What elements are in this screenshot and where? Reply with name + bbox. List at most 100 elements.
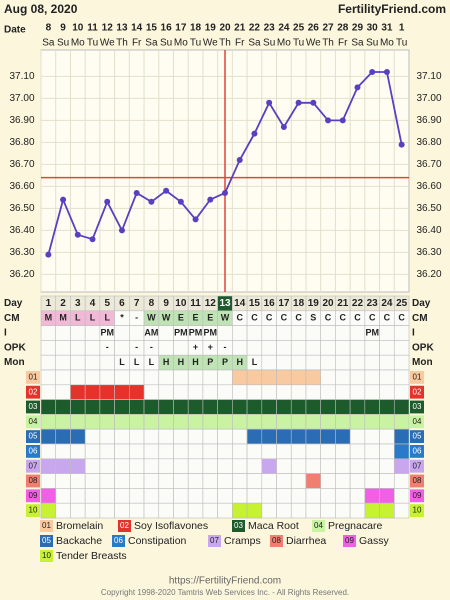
code-box-right <box>410 400 424 414</box>
cell <box>305 354 321 371</box>
temperature-point <box>163 187 170 194</box>
symptom-cell <box>143 414 160 430</box>
cell <box>335 384 351 400</box>
symptom-cell <box>158 399 174 415</box>
cell <box>114 369 130 386</box>
symptom-cell <box>40 488 57 504</box>
legend-name: Diarrhea <box>286 535 326 547</box>
symptom-cell <box>70 458 86 474</box>
date: 31 <box>381 23 393 34</box>
temperature-point <box>207 196 214 203</box>
weekday: Tu <box>87 38 98 49</box>
cell <box>379 473 395 489</box>
weekday: Th <box>116 38 128 49</box>
y-tick-label-right: 36.20 <box>416 269 441 280</box>
cell <box>232 340 248 356</box>
y-tick-label: 36.70 <box>9 159 34 170</box>
date: 18 <box>190 23 202 34</box>
cell <box>393 354 410 371</box>
cell <box>99 354 115 371</box>
cell <box>173 428 189 445</box>
cell <box>158 384 174 400</box>
symptom-code-right: 09 <box>413 491 422 500</box>
cell <box>305 340 321 356</box>
cell <box>99 369 115 386</box>
cell <box>70 325 86 341</box>
symptom-cell <box>393 399 410 415</box>
code-box <box>26 371 40 384</box>
cell <box>364 340 380 356</box>
cell <box>335 369 351 386</box>
cell <box>187 458 204 474</box>
symptom-code-right: 04 <box>413 417 422 426</box>
legend-code: 07 <box>210 536 219 545</box>
cell-text: PM <box>189 327 203 337</box>
cycle-day: 3 <box>75 298 81 309</box>
legend-name: Constipation <box>128 535 187 547</box>
footer-url[interactable]: https://FertilityFriend.com <box>169 576 281 587</box>
temperature-point <box>118 227 125 234</box>
cycle-day: 11 <box>190 298 201 309</box>
symptom-cell <box>246 414 263 430</box>
symptom-cell <box>290 399 307 415</box>
symptom-code: 10 <box>29 506 38 515</box>
date: 26 <box>308 23 320 34</box>
temperature-point <box>295 99 302 106</box>
symptom-code-right: 03 <box>413 402 422 411</box>
cell <box>84 502 101 519</box>
code-box <box>26 459 40 473</box>
cell <box>276 354 292 371</box>
symptom-cell <box>114 399 130 415</box>
symptom-cell <box>305 399 321 415</box>
cell <box>393 325 410 341</box>
code-box <box>26 430 40 443</box>
cell <box>379 340 395 356</box>
y-tick-label-right: 36.80 <box>416 137 441 148</box>
cell <box>246 488 263 504</box>
cycle-day: 22 <box>352 298 364 309</box>
symptom-code-right: 06 <box>413 447 422 456</box>
symptom-cell <box>335 428 351 445</box>
legend-code: 04 <box>314 521 323 530</box>
legend-code: 06 <box>114 536 123 545</box>
cycle-day: 9 <box>163 298 169 309</box>
cell <box>305 325 321 341</box>
legend-swatch <box>40 520 53 532</box>
symptom-cell <box>232 414 248 430</box>
symptom-cell <box>364 414 380 430</box>
cell <box>70 488 86 504</box>
date: 15 <box>146 23 158 34</box>
y-tick-label-right: 36.50 <box>416 203 441 214</box>
cell <box>290 354 307 371</box>
weekday: We <box>100 38 115 49</box>
temperature-point <box>369 69 376 75</box>
y-tick-label-right: 36.60 <box>416 181 441 192</box>
symptom-cell <box>379 414 395 430</box>
cell <box>99 428 115 445</box>
cell <box>364 369 380 386</box>
header-site[interactable]: FertilityFriend.com <box>338 2 446 16</box>
cell <box>261 488 277 504</box>
cell <box>364 458 380 474</box>
cell-text: E <box>207 313 213 323</box>
cell <box>55 384 71 400</box>
cell-text: + <box>208 342 213 352</box>
cell <box>320 443 336 460</box>
symptom-code: 07 <box>29 461 38 470</box>
weekday: Mo <box>380 38 394 49</box>
symptom-cell <box>129 399 145 415</box>
cell <box>114 473 130 489</box>
legend-swatch <box>270 535 283 547</box>
y-tick-label: 36.20 <box>9 269 34 280</box>
weekday: Th <box>219 38 231 49</box>
cell-text: - <box>150 342 153 352</box>
cell <box>261 354 277 371</box>
cell <box>349 488 366 504</box>
cycle-day: 16 <box>264 298 276 309</box>
symptom-code: 09 <box>29 491 38 500</box>
cell <box>70 473 86 489</box>
temperature-point <box>192 216 199 223</box>
symptom-cell <box>349 399 366 415</box>
cell <box>40 443 57 460</box>
cell <box>173 384 189 400</box>
